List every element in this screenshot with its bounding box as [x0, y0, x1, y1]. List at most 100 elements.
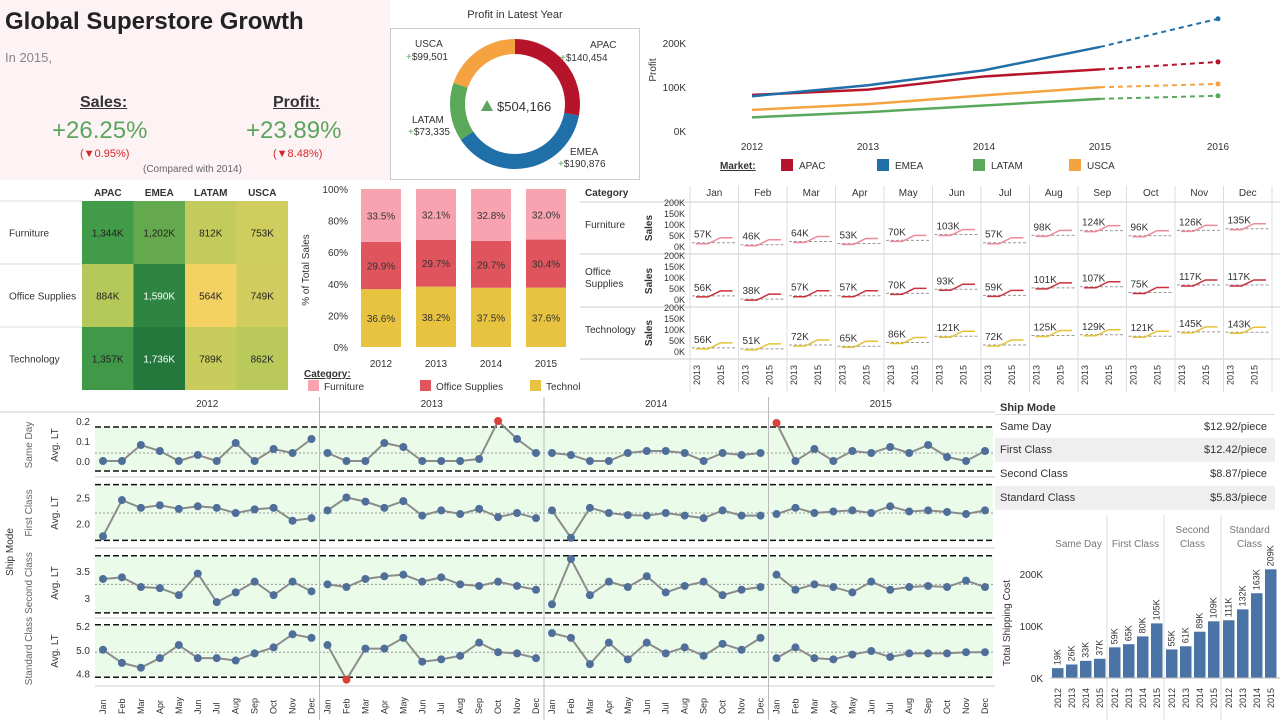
month-tick: Jan: [323, 699, 333, 714]
control-point: [699, 514, 708, 523]
category-share-chart: % of Total Sales 0% 20% 40% 60% 80% 100% 36.6% 2…: [301, 185, 580, 393]
sales-heatmap: APAC EMEA LATAM USCA Furniture 1,344K 1,202K 81…: [0, 188, 288, 390]
year-tick: 2015: [1153, 365, 1163, 385]
control-point: [642, 511, 651, 520]
heatmap-cell: [185, 327, 237, 390]
shipping-bar-label: 105K: [1152, 599, 1162, 620]
control-point: [399, 443, 408, 451]
sparkline-value-label: 117K: [1228, 272, 1251, 283]
shipping-bar-label: 19K: [1053, 649, 1063, 665]
control-point: [810, 654, 819, 663]
label-amount: $99,501: [412, 52, 449, 63]
stacked-y-tick: 100%: [322, 185, 348, 196]
ship-cost-table: Ship Mode Same Day $12.92/piece First Cl…: [995, 395, 1280, 515]
control-point: [680, 581, 689, 590]
stacked-segment-label: 32.0%: [532, 210, 560, 221]
control-point: [307, 435, 316, 443]
control-point: [867, 509, 876, 517]
sparkline-value-label: 93K: [937, 276, 955, 287]
control-point: [848, 506, 857, 515]
control-point: [437, 573, 446, 582]
stacked-y-tick: 40%: [328, 280, 348, 291]
legend-label: APAC: [799, 161, 826, 172]
control-point: [810, 445, 819, 453]
control-point: [99, 532, 107, 541]
control-point: [269, 591, 278, 600]
control-point: [193, 451, 202, 459]
stacked-segment-label: 30.4%: [532, 260, 560, 271]
heatmap-cell-value: 753K: [251, 229, 275, 240]
row-y-axis-title: Sales: [644, 267, 655, 294]
donut-slice-apac: [515, 39, 580, 116]
year-tick: 2015: [910, 365, 920, 385]
stacked-segment-label: 32.8%: [477, 211, 505, 222]
row-y-axis-title: Avg. LT: [50, 566, 61, 600]
control-point: [737, 511, 746, 520]
month-tick: Feb: [341, 698, 351, 714]
sparkline-value-label: 56K: [694, 283, 712, 294]
trend-x-tick: 2014: [973, 142, 996, 153]
year-tick: 2015: [959, 365, 969, 385]
sales-sparkline: [1132, 286, 1169, 295]
control-point: [231, 509, 240, 517]
table-row: Same Day $12.92/piece: [995, 414, 1275, 439]
year-tick: 2013: [983, 365, 993, 385]
control-point: [437, 457, 446, 465]
stacked-segment: [471, 189, 511, 241]
stacked-y-tick: 0%: [334, 343, 349, 354]
control-point: [99, 645, 107, 654]
small-multiples-header: Category: [585, 188, 629, 199]
trend-x-tick: 2016: [1207, 142, 1230, 153]
stacked-segment-label: 37.6%: [532, 313, 560, 324]
control-point: [886, 652, 895, 661]
ship-mode-axis-title: Ship Mode: [5, 528, 16, 576]
control-point: [604, 638, 613, 647]
sales-change: (▼0.95%): [80, 148, 130, 160]
control-point: [566, 633, 575, 642]
sparkline-value-label: 107K: [1082, 274, 1106, 285]
control-point: [193, 569, 202, 578]
control-point: [810, 509, 819, 517]
year-tick: 2013: [1226, 365, 1236, 385]
sales-sparkline: [938, 283, 975, 292]
stacked-segment: [526, 189, 566, 240]
profit-donut-panel: Profit in Latest Year $504,166 APAC +$140,4…: [390, 0, 640, 180]
legend-swatch-latam: [973, 159, 985, 171]
control-point: [323, 506, 332, 515]
control-point: [924, 506, 933, 515]
stacked-x-tick: 2012: [370, 359, 393, 370]
control-point: [136, 663, 145, 672]
month-tick: Dec: [756, 697, 766, 714]
shipping-y-tick: 200K: [1020, 570, 1044, 581]
control-point: [642, 572, 651, 581]
control-point: [566, 555, 575, 564]
control-point: [513, 509, 522, 517]
shipping-bar: [1151, 623, 1163, 678]
heatmap-cell: [133, 327, 185, 390]
control-point: [981, 583, 989, 592]
month-header: Nov: [1190, 188, 1208, 199]
control-point: [680, 449, 689, 457]
table-row: First Class $12.42/piece: [995, 438, 1275, 462]
stacked-segment: [471, 240, 511, 288]
row-y-tick: 100K: [664, 325, 685, 335]
legend-label: EMEA: [895, 161, 924, 172]
control-point: [905, 507, 914, 516]
legend-label: USCA: [1087, 161, 1115, 172]
shipping-cost-chart: Total Shipping Cost 200K 100K 0K Same Day 19K…: [1002, 515, 1280, 720]
heatmap-cell: [82, 264, 134, 327]
stacked-x-tick: 2015: [535, 359, 558, 370]
control-point: [155, 501, 164, 510]
control-point: [680, 511, 689, 520]
profit-value: +23.89%: [246, 117, 342, 144]
month-header: Apr: [852, 188, 868, 199]
sales-sparkline: [841, 289, 878, 298]
shipping-group-header: Standard: [1229, 525, 1270, 536]
shipping-year-tick: 2015: [1209, 688, 1219, 708]
label-amount: $190,876: [564, 159, 606, 170]
sparkline-value-label: 70K: [888, 280, 906, 291]
year-tick: 2015: [813, 365, 823, 385]
control-point: [848, 650, 857, 659]
stacked-x-tick: 2013: [425, 359, 448, 370]
control-y-tick: 5.0: [76, 646, 90, 657]
